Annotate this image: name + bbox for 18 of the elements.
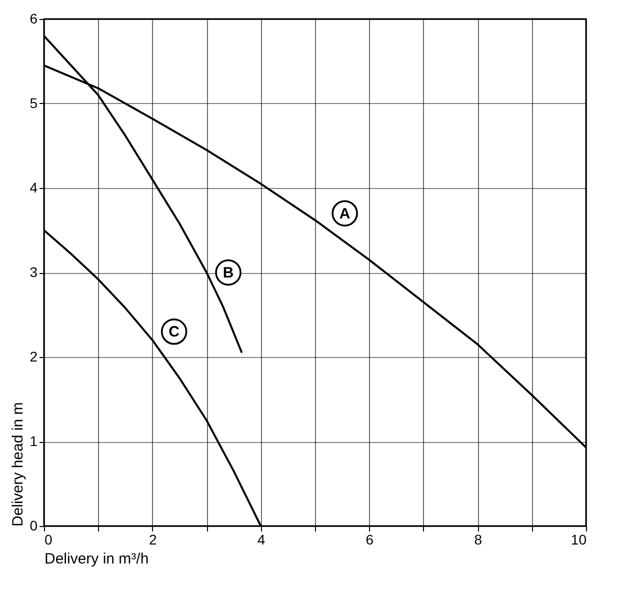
x-tick-label: 2	[149, 532, 157, 548]
x-tick-label: 4	[257, 532, 266, 548]
annotation: B	[222, 264, 234, 282]
annotation: A	[339, 205, 350, 222]
y-tick-label: 5	[30, 95, 38, 111]
y-axis-title: Delivery head in m	[10, 402, 27, 526]
x-tick-label: 0	[44, 532, 52, 548]
y-tick-label: 1	[30, 433, 38, 449]
y-tick-label: 4	[30, 180, 38, 196]
y-tick-label: 6	[30, 10, 38, 26]
x-tick-label: 8	[474, 532, 482, 548]
x-tick-label: 6	[366, 532, 374, 548]
y-tick-label: 0	[30, 518, 38, 534]
x-axis-title: Delivery in m³/h	[44, 550, 149, 568]
y-tick-label: 3	[30, 264, 38, 280]
x-tick-label: 10	[570, 532, 587, 548]
y-tick-label: 2	[30, 348, 38, 364]
annotation: C	[168, 324, 180, 341]
